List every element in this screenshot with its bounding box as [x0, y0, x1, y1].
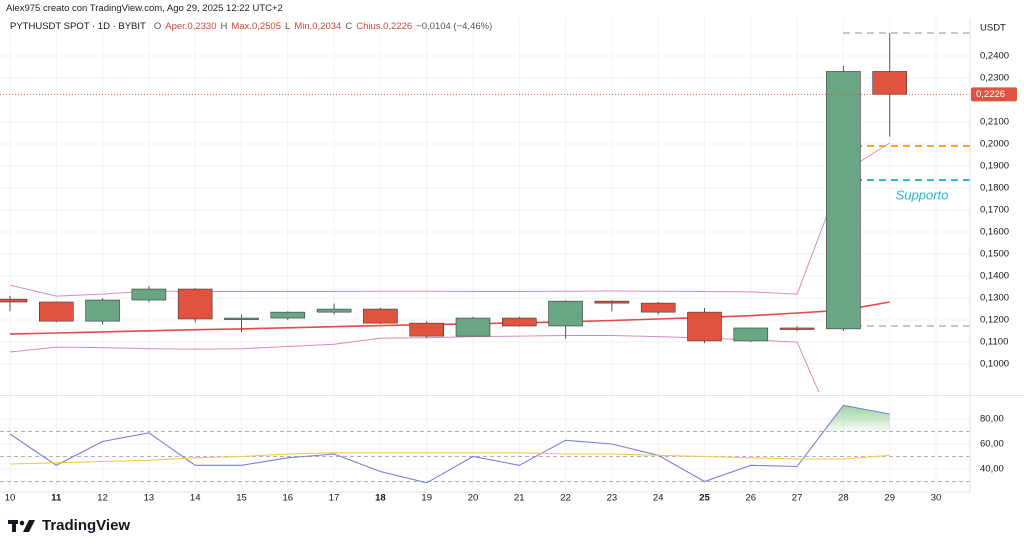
candle-body	[363, 308, 398, 324]
legend-item: L	[285, 21, 291, 32]
x-tick-label: 15	[236, 493, 247, 504]
legend-item: Aper.0,2330	[165, 21, 217, 32]
legend-item: Chius.0,2226	[356, 21, 413, 32]
x-tick-label: 25	[699, 493, 710, 504]
x-tick-label: 27	[792, 493, 803, 504]
x-tick-label: 12	[97, 493, 108, 504]
legend-item: H	[220, 21, 228, 32]
level-label: Supporto	[896, 188, 949, 203]
y-tick-label: 0,2100	[980, 117, 1009, 128]
y-tick-label: 0,2400	[980, 51, 1009, 62]
candle-body	[270, 311, 306, 319]
caption: Alex975 creato con TradingView.com, Ago …	[6, 3, 283, 14]
y-tick-label: 0,1500	[980, 249, 1009, 260]
y-tick-label: 0,1400	[980, 271, 1009, 282]
x-tick-label: 23	[607, 493, 618, 504]
x-tick-label: 20	[468, 493, 479, 504]
price-pane: Supporto	[0, 31, 970, 392]
candle-body	[687, 311, 722, 342]
y-tick-label: 0,1800	[980, 183, 1009, 194]
candle-body	[131, 288, 167, 301]
logo: TradingView	[8, 517, 130, 534]
y-tick-label: 0,1600	[980, 227, 1009, 238]
candle-body	[640, 302, 676, 313]
legend-item: Max.0,2505	[231, 21, 282, 32]
y-tick-label: 0,1300	[980, 293, 1009, 304]
legend-item: C	[345, 21, 353, 32]
x-tick-label: 24	[653, 493, 664, 504]
candle-body	[0, 298, 28, 303]
candle-body	[548, 300, 583, 327]
x-tick-label: 11	[51, 493, 62, 504]
candle-body	[177, 288, 213, 320]
rsi-line	[9, 404, 890, 484]
rsi-line	[9, 452, 890, 465]
candle-body	[38, 301, 74, 322]
x-tick-label: 28	[838, 493, 849, 504]
y-tick-label: 60,00	[980, 439, 1004, 450]
logo-text: TradingView	[42, 517, 131, 534]
y-tick-label: 0,1700	[980, 205, 1009, 216]
candle-body	[316, 308, 352, 313]
candle-body	[779, 327, 815, 330]
candle-body	[826, 71, 861, 330]
x-tick-label: 22	[560, 493, 571, 504]
y-tick-label: 0,2300	[980, 73, 1009, 84]
band-line	[9, 301, 890, 335]
y-tick-label: 0,1200	[980, 315, 1009, 326]
y-tick-label: 80,00	[980, 414, 1004, 425]
y-tick-label: 40,00	[980, 464, 1004, 475]
x-tick-label: 17	[329, 493, 340, 504]
legend-item: Min.0,2034	[294, 21, 342, 32]
logo-icon	[8, 519, 35, 532]
candle-body	[85, 299, 120, 322]
legend-item: PYTHUSDT SPOT · 1D · BYBIT	[10, 21, 146, 32]
legend-item: −0,0104 (−4,46%)	[416, 21, 493, 32]
x-tick-label: 30	[931, 493, 942, 504]
x-tick-label: 10	[5, 493, 16, 504]
x-tick-label: 18	[375, 493, 386, 504]
grid	[0, 18, 970, 490]
y-tick-label: 0,2000	[980, 139, 1009, 150]
y-tick-label: 0,1100	[980, 337, 1008, 348]
price-axis-label: USDT	[980, 23, 1006, 34]
x-tick-label: 26	[746, 493, 757, 504]
candle-body	[409, 322, 445, 337]
candle-body	[733, 327, 769, 342]
x-tick-label: 14	[190, 493, 201, 504]
x-tick-label: 19	[421, 493, 432, 504]
x-tick-label: 16	[283, 493, 294, 504]
rsi-pane	[0, 404, 970, 484]
legend: PYTHUSDT SPOT · 1D · BYBIT O Aper.0,2330 H M…	[10, 21, 496, 32]
x-tick-label: 13	[144, 493, 155, 504]
candle-body	[594, 300, 630, 304]
candle-body	[501, 317, 537, 327]
candle-body	[224, 317, 259, 320]
y-tick-label: 0,1000	[980, 359, 1009, 370]
band-line	[9, 335, 820, 392]
y-tick-label: 0,1900	[980, 161, 1009, 172]
last-price-box	[971, 87, 1017, 102]
x-tick-label: 21	[514, 493, 525, 504]
candle-body	[455, 317, 491, 337]
last-price-label: 0,2226	[976, 89, 1005, 100]
candle-body	[872, 71, 908, 95]
axes: USDT 10 11 12 13 14 15 16 17 18 19 20 21 22 23 24 25 26 2…	[0, 18, 1024, 504]
x-tick-label: 29	[884, 493, 895, 504]
legend-item: O	[153, 21, 162, 32]
